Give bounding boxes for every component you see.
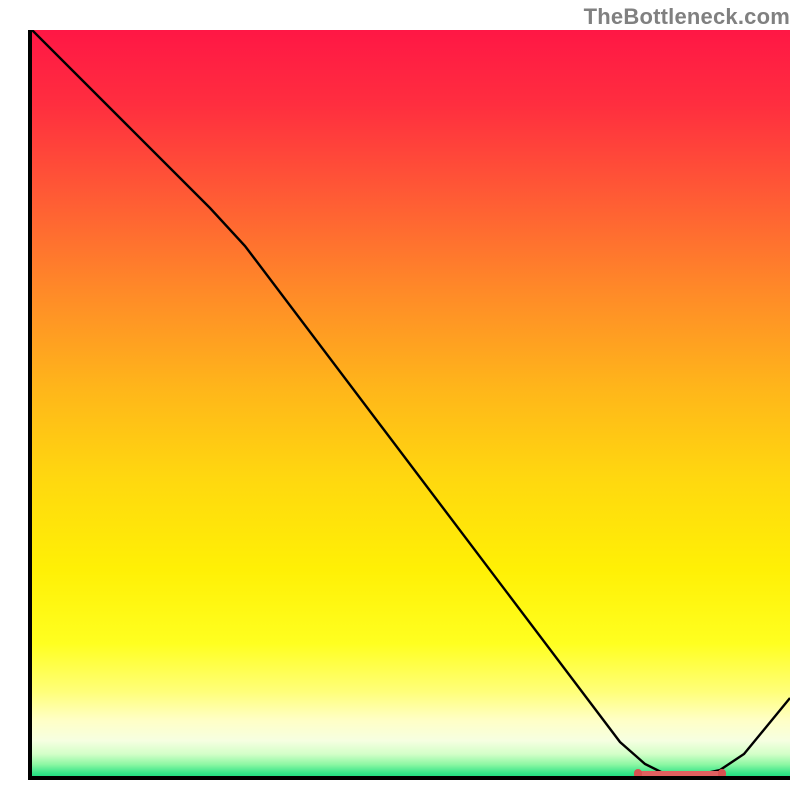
watermark-text: TheBottleneck.com xyxy=(584,4,790,30)
chart-container: TheBottleneck.com xyxy=(0,0,800,800)
chart-svg xyxy=(10,30,790,790)
minimum-marker xyxy=(638,773,722,775)
